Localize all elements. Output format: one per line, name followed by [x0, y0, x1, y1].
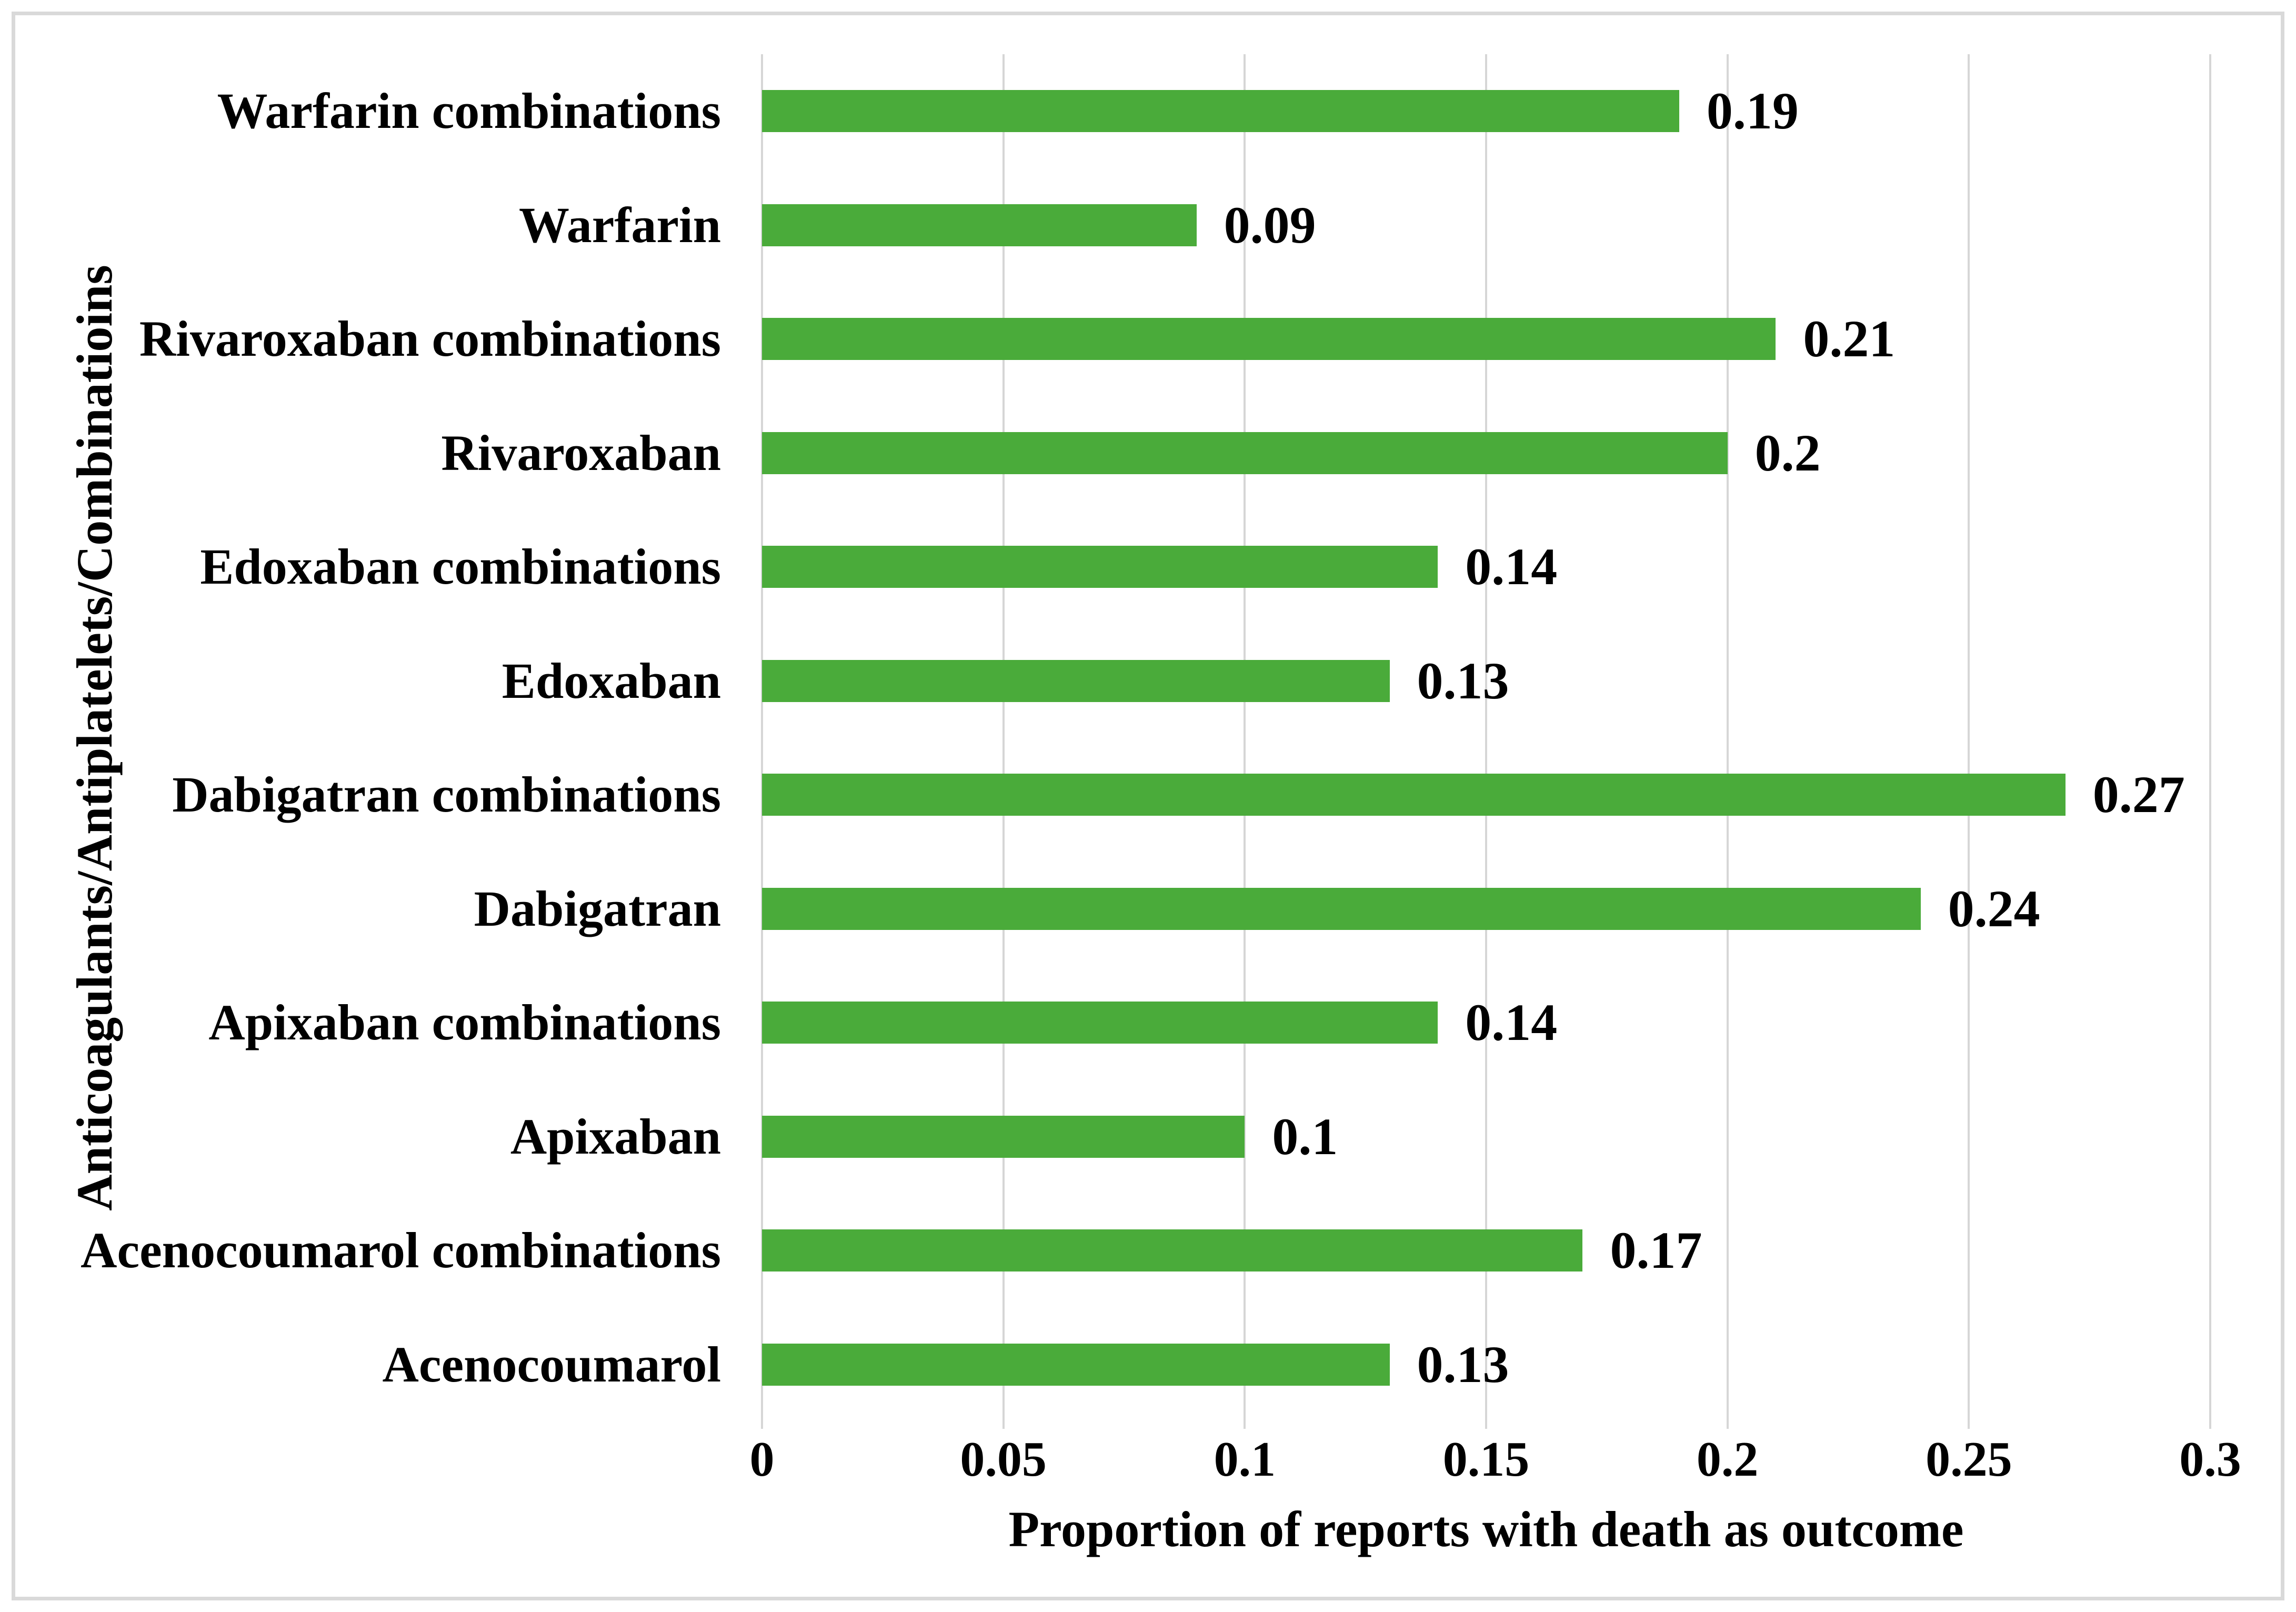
y-axis-title: Anticoagulants/Antiplatelets/Combinatioi… [66, 265, 123, 1211]
gridline [1002, 54, 1005, 1429]
bar-value-label: 0.19 [1706, 82, 1799, 141]
category-label: Dabigatran combinations [172, 766, 721, 823]
category-label: Acenocoumarol [382, 1336, 721, 1393]
bar-value-label: 0.27 [2092, 765, 2185, 824]
bar-value-label: 0.24 [1948, 879, 2040, 938]
bar [762, 318, 1776, 361]
category-label: Apixaban combinations [208, 994, 721, 1051]
category-label: Warfarin [519, 196, 721, 253]
bar-value-label: 0.14 [1465, 993, 1558, 1052]
bar-value-label: 0.2 [1754, 423, 1821, 482]
gridline [1968, 54, 1970, 1429]
category-label: Dabigatran [474, 880, 721, 937]
x-tick-label: 0.1 [1214, 1432, 1276, 1487]
category-label: Warfarin combinations [217, 83, 721, 139]
x-tick-label: 0.2 [1696, 1432, 1759, 1487]
x-tick-label: 0.05 [960, 1432, 1047, 1487]
bar-value-label: 0.14 [1465, 537, 1558, 596]
x-tick-label: 0.25 [1926, 1432, 2012, 1487]
category-label: Rivaroxaban [441, 424, 721, 481]
gridline [761, 54, 763, 1429]
bar-value-label: 0.13 [1417, 1335, 1509, 1394]
x-tick-label: 0.15 [1442, 1432, 1530, 1487]
bar [762, 90, 1679, 133]
bar-value-label: 0.17 [1610, 1221, 1702, 1280]
category-label: Rivaroxaban combinations [139, 311, 721, 367]
bar [762, 887, 1921, 930]
category-label: Edoxaban [502, 652, 721, 709]
x-tick-label: 0.3 [2179, 1432, 2241, 1487]
category-label: Apixaban [510, 1108, 721, 1165]
bar-value-label: 0.21 [1803, 309, 1896, 368]
bar [762, 546, 1438, 588]
x-tick-label: 0 [749, 1432, 775, 1487]
bar [762, 1343, 1390, 1386]
bar [762, 1002, 1438, 1044]
category-label: Edoxaban combinations [200, 538, 721, 595]
gridline [1726, 54, 1729, 1429]
category-label: Acenocoumarol combinations [81, 1222, 721, 1279]
bar-value-label: 0.13 [1417, 651, 1509, 710]
bar [762, 659, 1390, 702]
bar [762, 432, 1728, 474]
bar-value-label: 0.1 [1272, 1107, 1338, 1166]
gridline [2209, 54, 2211, 1429]
bar [762, 774, 2066, 816]
gridline [1485, 54, 1487, 1429]
bar-value-label: 0.09 [1224, 195, 1316, 254]
bar [762, 1115, 1245, 1158]
gridline [1244, 54, 1246, 1429]
bar [762, 1229, 1583, 1272]
bar [762, 204, 1197, 246]
x-axis-title: Proportion of reports with death as outc… [1008, 1501, 1964, 1557]
plot-area: 0.19 0.09 0.21 0.2 0.14 0.13 0.27 0.24 0.14 0.1 0.… [761, 54, 2211, 1429]
